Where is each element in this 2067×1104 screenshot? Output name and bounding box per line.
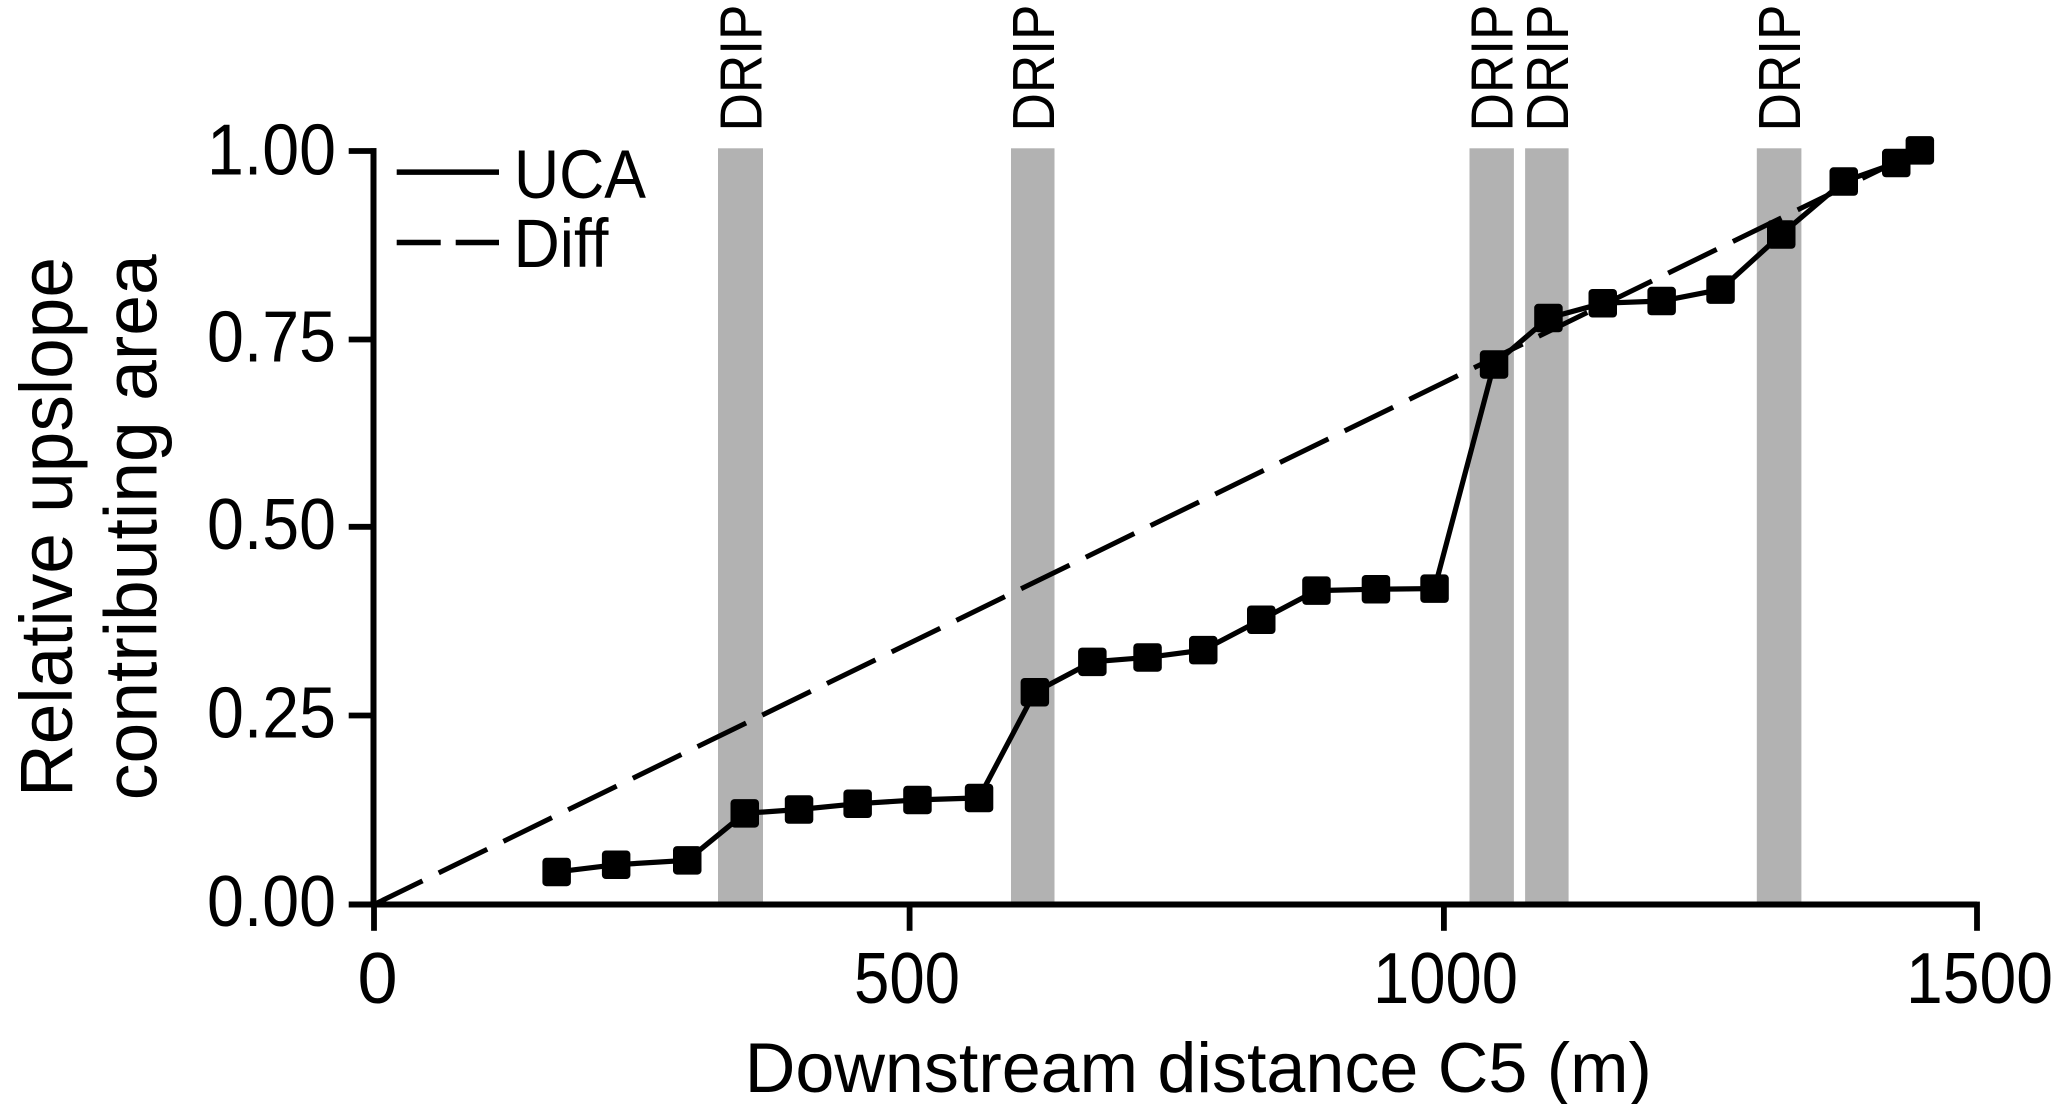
svg-text:DRIP: DRIP xyxy=(709,5,775,132)
svg-text:contributing area: contributing area xyxy=(90,253,173,800)
svg-text:Diff: Diff xyxy=(514,205,610,282)
svg-text:DRIP: DRIP xyxy=(1747,5,1813,132)
svg-text:500: 500 xyxy=(854,939,960,1019)
svg-text:0.00: 0.00 xyxy=(207,862,336,942)
svg-text:1500: 1500 xyxy=(1906,939,2053,1019)
svg-text:Relative upslope: Relative upslope xyxy=(5,257,88,797)
svg-text:DRIP: DRIP xyxy=(1515,5,1581,132)
svg-text:UCA: UCA xyxy=(514,136,646,213)
svg-text:0.75: 0.75 xyxy=(207,297,336,377)
svg-text:1.00: 1.00 xyxy=(207,111,336,191)
svg-text:Downstream distance C5 (m): Downstream distance C5 (m) xyxy=(745,1028,1652,1104)
svg-text:0.50: 0.50 xyxy=(207,485,336,565)
svg-text:DRIP: DRIP xyxy=(1460,5,1526,132)
svg-text:DRIP: DRIP xyxy=(1001,5,1067,132)
svg-text:1000: 1000 xyxy=(1373,939,1518,1019)
svg-text:0.25: 0.25 xyxy=(207,673,336,753)
svg-text:0: 0 xyxy=(357,939,397,1019)
